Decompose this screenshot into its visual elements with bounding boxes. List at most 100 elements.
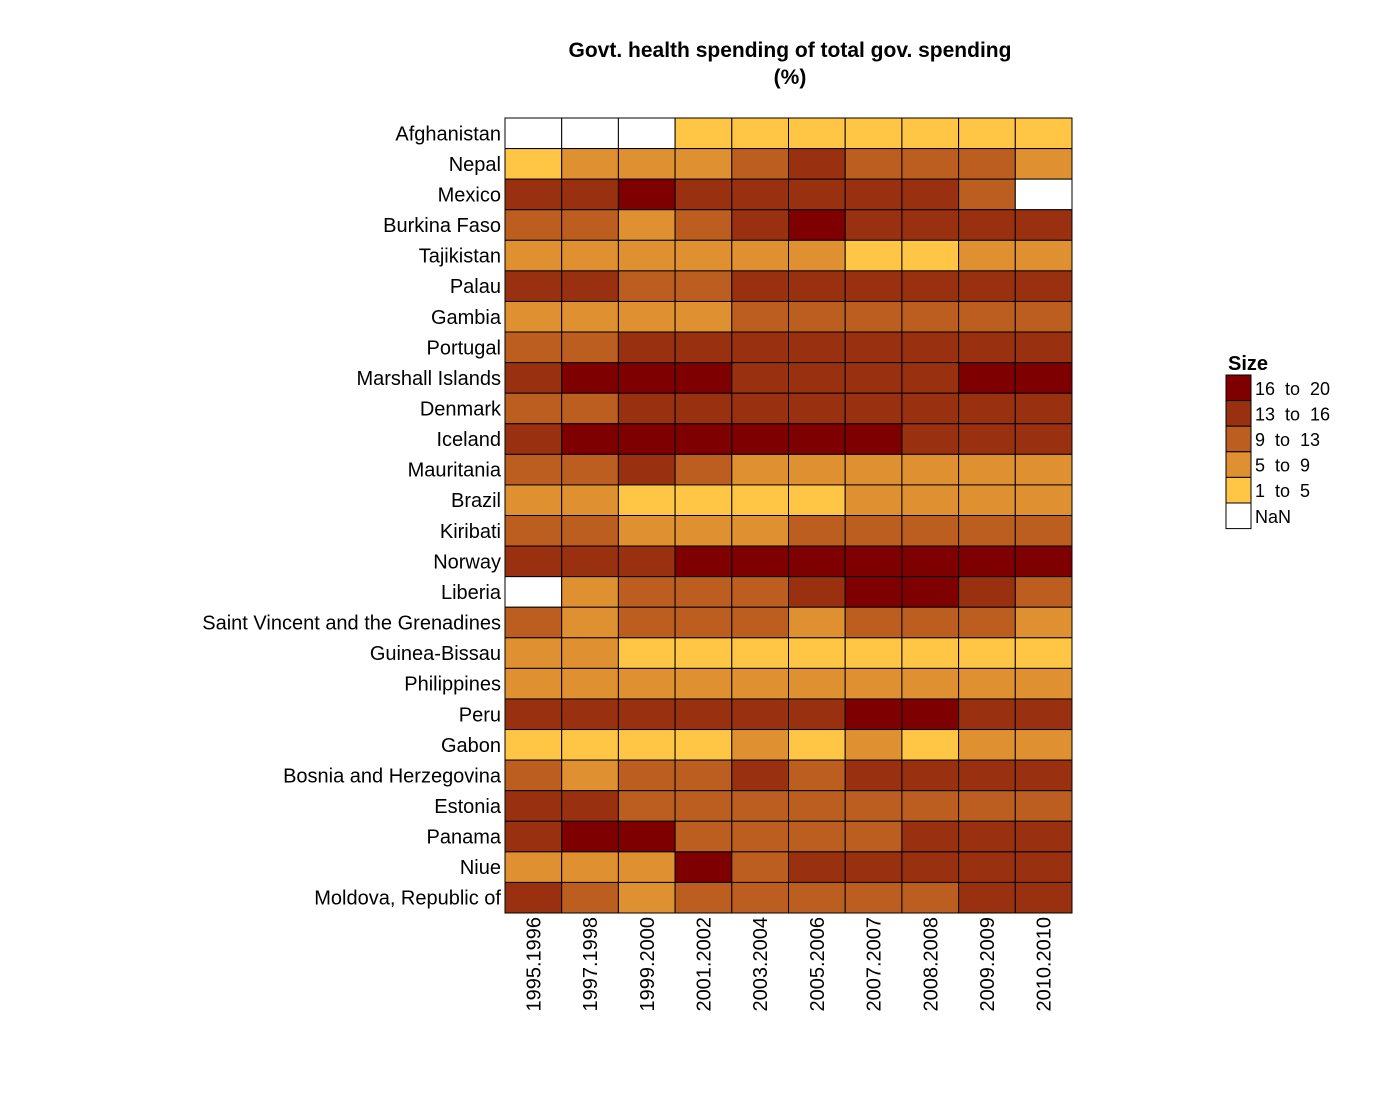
legend-swatch (1226, 426, 1251, 452)
heatmap-cell (1015, 332, 1072, 363)
heatmap-cell (1015, 730, 1072, 761)
heatmap-cell (789, 118, 846, 149)
heatmap-cell (562, 607, 619, 638)
heatmap-cell (959, 699, 1016, 730)
heatmap-cell (845, 760, 902, 791)
chart-title: Govt. health spending of total gov. spen… (569, 39, 1012, 89)
heatmap-cell (562, 730, 619, 761)
heatmap-cell (959, 577, 1016, 608)
heatmap-cell (505, 882, 562, 913)
y-tick-label: Niue (460, 857, 501, 879)
heatmap-cell (618, 607, 675, 638)
heatmap-cell (675, 301, 732, 332)
heatmap-cell (902, 546, 959, 577)
y-tick-label: Saint Vincent and the Grenadines (202, 613, 501, 635)
y-tick-label: Burkina Faso (383, 215, 501, 237)
heatmap-cell (845, 577, 902, 608)
heatmap-cell (1015, 516, 1072, 547)
heatmap-cell (562, 485, 619, 516)
heatmap-cell (1015, 546, 1072, 577)
heatmap-cell (1015, 699, 1072, 730)
heatmap-cell (789, 760, 846, 791)
heatmap-cell (845, 363, 902, 394)
heatmap-cell (675, 852, 732, 883)
legend-swatch (1226, 503, 1251, 529)
heatmap-cell (845, 454, 902, 485)
y-tick-label: Brazil (451, 490, 501, 512)
heatmap-cell (562, 363, 619, 394)
heatmap-cell (732, 821, 789, 852)
heatmap-cell (845, 882, 902, 913)
heatmap-cell (845, 240, 902, 271)
legend-label: 16 to 20 (1255, 379, 1330, 399)
heatmap-cell (505, 668, 562, 699)
heatmap-cell (1015, 791, 1072, 822)
heatmap-cell (618, 516, 675, 547)
heatmap-cell (618, 454, 675, 485)
heatmap-cell (845, 485, 902, 516)
heatmap-cell (789, 882, 846, 913)
legend-label: NaN (1255, 507, 1291, 527)
heatmap-cell (618, 363, 675, 394)
heatmap-cell (959, 332, 1016, 363)
heatmap-cell (845, 332, 902, 363)
heatmap-cell (618, 210, 675, 241)
heatmap-cell (959, 485, 1016, 516)
heatmap-cell (562, 149, 619, 180)
heatmap-cell (732, 699, 789, 730)
heatmap-cell (1015, 179, 1072, 210)
heatmap-cell (732, 332, 789, 363)
heatmap-cell (505, 485, 562, 516)
heatmap-cell (732, 607, 789, 638)
heatmap-cell (505, 149, 562, 180)
heatmap-cell (505, 516, 562, 547)
heatmap-cell (845, 668, 902, 699)
heatmap-cell (1015, 454, 1072, 485)
heatmap-cell (618, 271, 675, 302)
heatmap-cell (505, 301, 562, 332)
heatmap-cell (505, 271, 562, 302)
heatmap-cell (959, 393, 1016, 424)
heatmap-cell (675, 546, 732, 577)
heatmap-cell (732, 485, 789, 516)
heatmap-cell (732, 454, 789, 485)
legend-swatch (1226, 477, 1251, 503)
heatmap-cell (1015, 821, 1072, 852)
y-tick-label: Bosnia and Herzegovina (283, 765, 502, 787)
heatmap-cell (618, 393, 675, 424)
heatmap-cell (1015, 668, 1072, 699)
heatmap-cell (675, 118, 732, 149)
heatmap-cell (732, 363, 789, 394)
heatmap-cell (618, 791, 675, 822)
heatmap-cell (675, 485, 732, 516)
x-tick-label: 1995.1996 (523, 917, 545, 1012)
heatmap-cell (789, 821, 846, 852)
heatmap-cell (1015, 118, 1072, 149)
heatmap-cell (675, 668, 732, 699)
heatmap-cell (732, 791, 789, 822)
chart-title-line-1: Govt. health spending of total gov. spen… (569, 39, 1012, 62)
heatmap-cell (902, 821, 959, 852)
heatmap-cell (959, 149, 1016, 180)
heatmap-cell (732, 882, 789, 913)
heatmap-cell (959, 210, 1016, 241)
y-tick-label: Gabon (441, 735, 501, 757)
heatmap-cell (959, 454, 1016, 485)
heatmap-cell (789, 393, 846, 424)
heatmap-cell (959, 424, 1016, 455)
y-tick-label: Gambia (431, 307, 502, 329)
heatmap-cell (505, 118, 562, 149)
legend-title: Size (1228, 353, 1268, 375)
heatmap-cell (562, 760, 619, 791)
heatmap-cell (902, 882, 959, 913)
heatmap-cell (902, 577, 959, 608)
heatmap-cell (562, 791, 619, 822)
heatmap-cell (959, 791, 1016, 822)
y-tick-label: Norway (433, 551, 501, 573)
heatmap-cell (845, 607, 902, 638)
heatmap-cell (675, 760, 732, 791)
heatmap-cell (732, 210, 789, 241)
heatmap-cell (902, 118, 959, 149)
